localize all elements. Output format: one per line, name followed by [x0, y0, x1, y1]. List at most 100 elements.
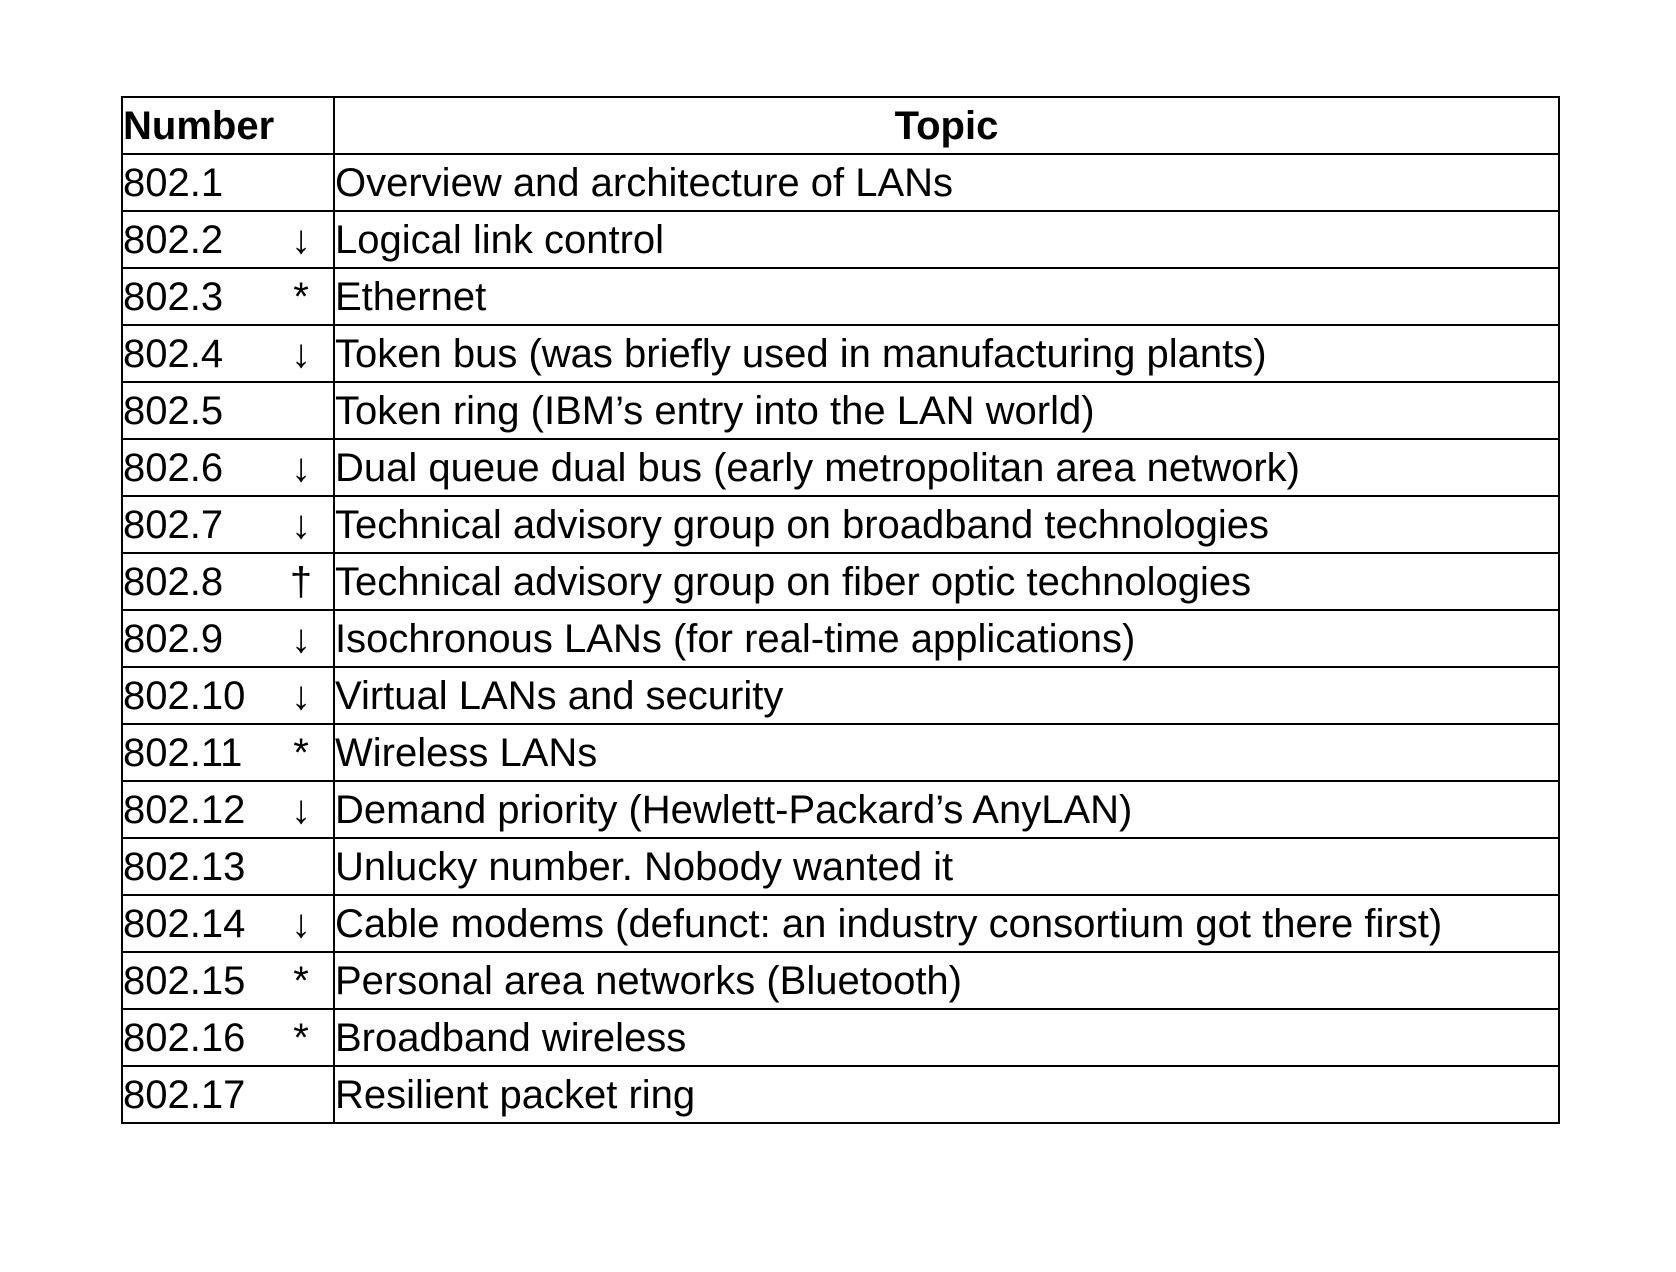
- number-cell-content: 802.17: [123, 1072, 332, 1117]
- number-cell: 802.13: [121, 837, 335, 896]
- header-row: Number Topic: [121, 96, 1560, 155]
- status-mark: ↓: [291, 217, 311, 262]
- number-cell-content: 802.3 *: [123, 274, 332, 319]
- status-mark: ↓: [291, 673, 311, 718]
- table-row: 802.9 ↓ Isochronous LANs (for real-time ap…: [121, 609, 1560, 668]
- standard-number: 802.5: [123, 388, 224, 433]
- standard-number: 802.12: [123, 787, 246, 832]
- standards-table: Number Topic 802.1 Overview and architect…: [121, 96, 1560, 1124]
- status-mark: †: [289, 559, 313, 604]
- number-cell: 802.15 *: [121, 951, 335, 1010]
- table-row: 802.16 * Broadband wireless: [121, 1008, 1560, 1067]
- topic-cell: Token ring (IBM’s entry into the LAN wor…: [333, 381, 1560, 440]
- topic-cell: Ethernet: [333, 267, 1560, 326]
- standard-number: 802.15: [123, 958, 246, 1003]
- table-row: 802.8 † Technical advisory group on fiber …: [121, 552, 1560, 611]
- standard-number: 802.16: [123, 1015, 246, 1060]
- status-mark: *: [293, 274, 309, 319]
- number-cell: 802.4 ↓: [121, 324, 335, 383]
- number-cell: 802.9 ↓: [121, 609, 335, 668]
- number-cell: 802.6 ↓: [121, 438, 335, 497]
- topic-cell: Logical link control: [333, 210, 1560, 269]
- number-cell-content: 802.4 ↓: [123, 331, 332, 376]
- number-cell: 802.16 *: [121, 1008, 335, 1067]
- number-cell: 802.11 *: [121, 723, 335, 782]
- column-header-topic: Topic: [333, 96, 1560, 155]
- table-row: 802.15 * Personal area networks (Bluetooth…: [121, 951, 1560, 1010]
- number-cell-content: 802.5: [123, 388, 332, 433]
- topic-cell: Unlucky number. Nobody wanted it: [333, 837, 1560, 896]
- table-row: 802.6 ↓ Dual queue dual bus (early metropo…: [121, 438, 1560, 497]
- table-row: 802.5 Token ring (IBM’s entry into the LA…: [121, 381, 1560, 440]
- topic-cell: Technical advisory group on broadband te…: [333, 495, 1560, 554]
- table-row: 802.4 ↓ Token bus (was briefly used in man…: [121, 324, 1560, 383]
- number-cell: 802.1: [121, 153, 335, 212]
- table-row: 802.2 ↓ Logical link control: [121, 210, 1560, 269]
- standard-number: 802.14: [123, 901, 246, 946]
- topic-cell: Wireless LANs: [333, 723, 1560, 782]
- number-cell: 802.2 ↓: [121, 210, 335, 269]
- number-cell: 802.17: [121, 1065, 335, 1124]
- status-mark: ↓: [291, 901, 311, 946]
- standard-number: 802.13: [123, 844, 246, 889]
- topic-cell: Overview and architecture of LANs: [333, 153, 1560, 212]
- topic-cell: Broadband wireless: [333, 1008, 1560, 1067]
- topic-cell: Cable modems (defunct: an industry conso…: [333, 894, 1560, 953]
- table-row: 802.11 * Wireless LANs: [121, 723, 1560, 782]
- standard-number: 802.4: [123, 331, 224, 376]
- number-cell: 802.3 *: [121, 267, 335, 326]
- number-cell-content: 802.7 ↓: [123, 502, 332, 547]
- standard-number: 802.1: [123, 160, 224, 205]
- number-cell: 802.7 ↓: [121, 495, 335, 554]
- table-body: 802.1 Overview and architecture of LANs 80…: [121, 153, 1560, 1124]
- topic-cell: Personal area networks (Bluetooth): [333, 951, 1560, 1010]
- standard-number: 802.11: [123, 730, 243, 775]
- table-row: 802.7 ↓ Technical advisory group on broadb…: [121, 495, 1560, 554]
- table-row: 802.1 Overview and architecture of LANs: [121, 153, 1560, 212]
- number-cell-content: 802.9 ↓: [123, 616, 332, 661]
- number-cell: 802.14 ↓: [121, 894, 335, 953]
- standard-number: 802.6: [123, 445, 224, 490]
- status-mark: ↓: [291, 445, 311, 490]
- status-mark: ↓: [291, 331, 311, 376]
- number-cell: 802.10 ↓: [121, 666, 335, 725]
- number-cell-content: 802.8 †: [123, 559, 332, 604]
- standard-number: 802.3: [123, 274, 224, 319]
- topic-cell: Virtual LANs and security: [333, 666, 1560, 725]
- number-cell-content: 802.10 ↓: [123, 673, 332, 718]
- table-row: 802.12 ↓ Demand priority (Hewlett-Packard’…: [121, 780, 1560, 839]
- number-cell: 802.12 ↓: [121, 780, 335, 839]
- number-cell-content: 802.2 ↓: [123, 217, 332, 262]
- number-cell-content: 802.11 *: [123, 730, 332, 775]
- table-row: 802.14 ↓ Cable modems (defunct: an industr…: [121, 894, 1560, 953]
- standard-number: 802.10: [123, 673, 246, 718]
- number-cell-content: 802.1: [123, 160, 332, 205]
- number-cell-content: 802.13: [123, 844, 332, 889]
- column-header-number: Number: [121, 96, 335, 155]
- table-row: 802.13 Unlucky number. Nobody wanted it: [121, 837, 1560, 896]
- number-cell-content: 802.16 *: [123, 1015, 332, 1060]
- number-cell: 802.5: [121, 381, 335, 440]
- topic-cell: Demand priority (Hewlett-Packard’s AnyLA…: [333, 780, 1560, 839]
- topic-cell: Technical advisory group on fiber optic …: [333, 552, 1560, 611]
- status-mark: *: [293, 1015, 309, 1060]
- number-cell-content: 802.12 ↓: [123, 787, 332, 832]
- number-cell-content: 802.15 *: [123, 958, 332, 1003]
- standard-number: 802.2: [123, 217, 224, 262]
- standard-number: 802.9: [123, 616, 224, 661]
- status-mark: *: [293, 730, 309, 775]
- topic-cell: Resilient packet ring: [333, 1065, 1560, 1124]
- status-mark: *: [293, 958, 309, 1003]
- number-cell-content: 802.14 ↓: [123, 901, 332, 946]
- topic-cell: Token bus (was briefly used in manufactu…: [333, 324, 1560, 383]
- standard-number: 802.7: [123, 502, 224, 547]
- standard-number: 802.17: [123, 1072, 246, 1117]
- number-cell: 802.8 †: [121, 552, 335, 611]
- table-row: 802.3 * Ethernet: [121, 267, 1560, 326]
- status-mark: ↓: [291, 616, 311, 661]
- table-row: 802.17 Resilient packet ring: [121, 1065, 1560, 1124]
- status-mark: ↓: [291, 787, 311, 832]
- table-row: 802.10 ↓ Virtual LANs and security: [121, 666, 1560, 725]
- number-cell-content: 802.6 ↓: [123, 445, 332, 490]
- standard-number: 802.8: [123, 559, 224, 604]
